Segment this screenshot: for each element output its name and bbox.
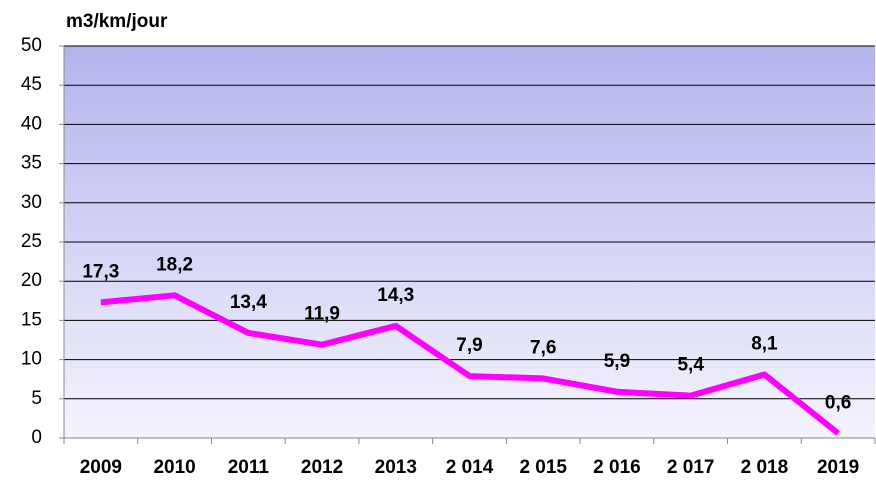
x-tick-label: 2009 bbox=[80, 457, 122, 478]
data-label: 5,4 bbox=[677, 355, 704, 376]
y-tick-label: 35 bbox=[21, 153, 42, 174]
y-tick-label: 45 bbox=[21, 74, 42, 95]
data-line bbox=[100, 292, 841, 436]
x-tick-label: 2 016 bbox=[593, 457, 641, 478]
x-tick-label: 2 014 bbox=[446, 457, 494, 478]
x-tick-label: 2012 bbox=[301, 457, 343, 478]
data-label: 11,9 bbox=[304, 304, 340, 325]
data-label: 7,9 bbox=[456, 335, 482, 356]
x-tick-label: 2 017 bbox=[667, 457, 715, 478]
y-tick-label: 50 bbox=[21, 35, 42, 56]
data-label: 17,3 bbox=[82, 261, 119, 282]
y-tick-label: 0 bbox=[31, 427, 42, 448]
x-tick-label: 2019 bbox=[817, 457, 859, 478]
x-tick-label: 2 018 bbox=[741, 457, 789, 478]
data-label: 0,6 bbox=[825, 392, 851, 413]
data-label: 13,4 bbox=[230, 292, 267, 313]
y-tick-label: 15 bbox=[21, 309, 42, 330]
x-tick-label: 2011 bbox=[228, 457, 270, 478]
y-tick-label: 20 bbox=[21, 270, 42, 291]
y-tick-label: 40 bbox=[21, 113, 42, 134]
data-label: 5,9 bbox=[604, 351, 630, 372]
y-tick-label: 30 bbox=[21, 192, 42, 213]
data-label: 7,6 bbox=[530, 337, 556, 358]
x-tick-label: 2010 bbox=[153, 457, 195, 478]
data-label: 8,1 bbox=[751, 334, 778, 355]
x-tick-label: 2013 bbox=[375, 457, 417, 478]
x-tick-label: 2 015 bbox=[519, 457, 567, 478]
y-axis-label: m3/km/jour bbox=[66, 11, 168, 32]
data-label: 14,3 bbox=[377, 285, 414, 306]
y-tick-label: 25 bbox=[21, 231, 42, 252]
data-label: 18,2 bbox=[156, 254, 193, 275]
y-tick-label: 10 bbox=[21, 349, 42, 370]
y-tick-label: 5 bbox=[31, 388, 42, 409]
